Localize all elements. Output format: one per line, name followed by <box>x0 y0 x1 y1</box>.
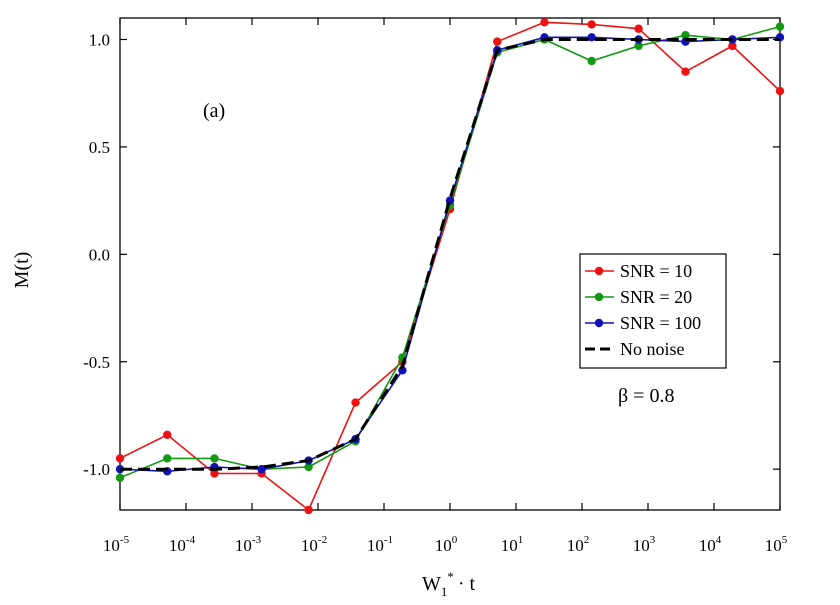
x-tick-exponent: -1 <box>384 534 393 546</box>
data-point <box>681 30 690 40</box>
y-tick-label: -0.5 <box>83 353 110 372</box>
series-snr-20 <box>115 22 785 482</box>
x-tick-exponent: -2 <box>318 534 327 546</box>
data-point <box>257 464 266 474</box>
data-point <box>304 462 313 472</box>
y-tick-label: 0.0 <box>89 245 110 264</box>
x-tick-base: 10 <box>699 536 716 555</box>
legend-label: SNR = 10 <box>620 261 692 281</box>
x-tick-base: 10 <box>765 536 782 555</box>
x-tick-exponent: -5 <box>120 534 130 546</box>
y-axis-label: M(t) <box>11 252 33 289</box>
y-tick-label: 0.5 <box>89 138 110 157</box>
series-layer <box>115 18 785 515</box>
x-tick-label: 103 <box>633 534 656 555</box>
x-tick-label: 10-2 <box>301 534 327 555</box>
x-tick-exponent: -3 <box>252 534 262 546</box>
x-tick-label: 105 <box>765 534 788 555</box>
data-point <box>210 469 219 478</box>
x-tick-base: 10 <box>435 536 452 555</box>
data-point <box>775 22 785 31</box>
x-tick-label: 10-3 <box>235 534 262 555</box>
x-tick-exponent: 1 <box>518 534 524 546</box>
data-point <box>587 33 596 42</box>
data-point <box>540 18 549 27</box>
x-tick-exponent: 2 <box>584 534 590 546</box>
x-tick-base: 10 <box>301 536 318 555</box>
x-tick-base: 10 <box>367 536 384 555</box>
x-tick-label: 102 <box>567 534 590 555</box>
x-axis-label-sub: 1 <box>441 584 448 599</box>
data-point <box>587 56 596 66</box>
x-tick-label: 10-5 <box>103 534 130 555</box>
data-point <box>634 24 643 33</box>
data-point <box>351 398 360 407</box>
x-tick-base: 10 <box>169 536 186 555</box>
x-axis-label: W1* · t <box>422 569 476 599</box>
legend-marker <box>594 318 604 328</box>
data-point <box>304 505 313 515</box>
series-line <box>119 25 781 479</box>
x-tick-base: 10 <box>633 536 650 555</box>
legend-marker <box>594 292 604 302</box>
x-tick-base: 10 <box>103 536 120 555</box>
x-axis-label-sup: * <box>447 569 454 584</box>
data-point <box>210 454 219 463</box>
series-no-noise <box>120 38 780 471</box>
x-tick-label: 101 <box>501 534 524 555</box>
x-tick-label: 100 <box>435 534 458 555</box>
data-point <box>163 430 172 440</box>
x-tick-exponent: 0 <box>452 534 458 546</box>
legend: SNR = 10 SNR = 20 SNR = 100 No noise <box>579 253 727 369</box>
data-point <box>728 41 737 51</box>
y-tick-label: 1.0 <box>89 30 110 49</box>
x-tick-exponent: -4 <box>186 534 196 546</box>
data-point <box>587 20 596 29</box>
data-point <box>634 41 643 51</box>
x-tick-exponent: 4 <box>716 534 722 546</box>
legend-label: No noise <box>620 339 685 359</box>
panel-label: (a) <box>203 100 225 122</box>
x-axis: 10-5 10-4 10-3 10-2 10-1 100 101 102 103 104 105 <box>103 18 788 555</box>
series-line <box>120 38 780 471</box>
legend-label: SNR = 20 <box>620 287 692 307</box>
beta-annotation: β = 0.8 <box>618 385 674 407</box>
x-axis-label-rest: · t <box>458 573 476 595</box>
data-point <box>163 454 172 463</box>
x-tick-exponent: 3 <box>650 534 656 546</box>
data-point <box>115 473 125 482</box>
x-axis-label-base: W <box>422 573 441 595</box>
data-point <box>115 454 125 463</box>
y-tick-label: -1.0 <box>83 460 110 479</box>
x-tick-label: 104 <box>699 534 722 555</box>
legend-label: SNR = 100 <box>620 313 701 333</box>
x-tick-base: 10 <box>567 536 584 555</box>
x-tick-exponent: 5 <box>782 534 788 546</box>
data-point <box>775 86 785 96</box>
x-tick-label: 10-4 <box>169 534 196 555</box>
x-tick-label: 10-1 <box>367 534 393 555</box>
legend-marker <box>594 266 604 276</box>
data-point <box>493 37 502 46</box>
data-point <box>681 67 690 76</box>
x-tick-base: 10 <box>235 536 252 555</box>
x-tick-base: 10 <box>501 536 518 555</box>
